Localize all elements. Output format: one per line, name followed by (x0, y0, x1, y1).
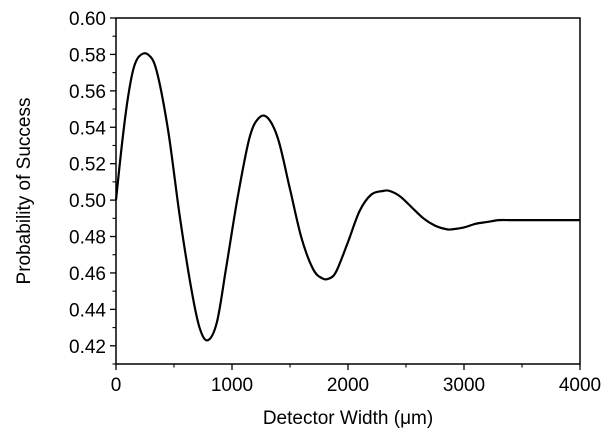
y-tick-label: 0.44 (69, 300, 106, 321)
y-tick-label: 0.58 (69, 45, 106, 66)
y-tick-label: 0.52 (69, 155, 106, 176)
y-axis-title: Probability of Success (14, 98, 35, 285)
series-group (114, 52, 580, 342)
x-tick-label: 2000 (327, 375, 369, 396)
series-line (114, 52, 580, 342)
x-tick-label: 4000 (559, 375, 601, 396)
y-tick-label: 0.48 (69, 228, 106, 249)
plot-border (115, 17, 581, 365)
y-tick-label: 0.50 (69, 191, 106, 212)
x-tick-label: 3000 (443, 375, 485, 396)
y-tick-label: 0.60 (69, 9, 106, 30)
y-axis: 0.42 0.44 0.46 0.48 0.50 0.52 0.54 0.56 0.58 0.60 (69, 9, 116, 365)
plot-frame (115, 17, 581, 365)
x-axis-title: Detector Width (μm) (263, 408, 433, 429)
y-tick-label: 0.46 (69, 264, 106, 285)
x-tick-label: 1000 (211, 375, 253, 396)
x-tick-label: 0 (111, 375, 122, 396)
y-tick-label: 0.54 (69, 118, 106, 139)
x-axis: 0 1000 2000 3000 4000 (111, 364, 601, 396)
y-tick-label: 0.42 (69, 337, 106, 358)
y-tick-label: 0.56 (69, 82, 106, 103)
